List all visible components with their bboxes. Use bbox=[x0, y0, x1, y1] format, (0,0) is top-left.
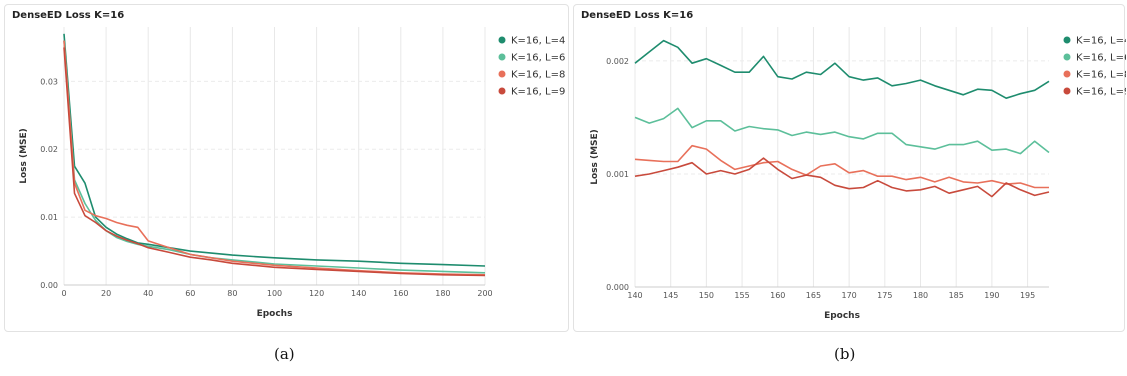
chart-panel-b: DenseED Loss K=16 140 145 150 155 160 165 170 1… bbox=[573, 4, 1126, 332]
legend-label: K=16, L=8 bbox=[511, 70, 565, 81]
legend-marker bbox=[498, 70, 506, 78]
legend-label: K=16, L=8 bbox=[1076, 70, 1126, 81]
series-line bbox=[634, 107, 1050, 155]
x-tick-label: 180 bbox=[435, 289, 450, 298]
series-line bbox=[634, 157, 1050, 198]
figure-caption-b: (b) bbox=[834, 345, 856, 363]
chart-title: DenseED Loss K=16 bbox=[12, 10, 125, 21]
x-tick-label: 160 bbox=[393, 289, 408, 298]
x-tick-label: 175 bbox=[877, 291, 892, 300]
series-line bbox=[63, 47, 486, 277]
y-tick-label: 0.001 bbox=[606, 170, 629, 179]
chart-title: DenseED Loss K=16 bbox=[581, 10, 694, 21]
y-tick-label: 0.01 bbox=[40, 213, 58, 222]
y-tick-label: 0.000 bbox=[606, 283, 629, 292]
series-line bbox=[63, 40, 486, 274]
series-line bbox=[63, 40, 486, 276]
x-tick-label: 185 bbox=[949, 291, 964, 300]
series-line bbox=[63, 33, 486, 267]
x-tick-label: 0 bbox=[61, 289, 66, 298]
x-tick-label: 20 bbox=[101, 289, 111, 298]
x-tick-label: 60 bbox=[185, 289, 195, 298]
x-tick-label: 80 bbox=[227, 289, 237, 298]
x-tick-label: 165 bbox=[806, 291, 821, 300]
x-tick-label: 160 bbox=[770, 291, 785, 300]
legend-label: K=16, L=6 bbox=[511, 53, 565, 64]
x-tick-label: 195 bbox=[1020, 291, 1035, 300]
x-tick-label: 150 bbox=[699, 291, 714, 300]
legend-label: K=16, L=9 bbox=[511, 87, 565, 98]
y-tick-label: 0.00 bbox=[40, 281, 58, 290]
y-tick-label: 0.03 bbox=[40, 77, 58, 86]
legend-marker bbox=[498, 36, 506, 44]
line-chart-a: 0 20 40 60 80 100 120 140 160 180 200 0.00 0.01 0.02 0… bbox=[19, 27, 565, 319]
legend-marker bbox=[498, 87, 506, 95]
legend-label: K=16, L=4 bbox=[1076, 36, 1126, 47]
x-axis-title: Epochs bbox=[824, 311, 860, 321]
legend-marker bbox=[1063, 70, 1071, 78]
x-tick-label: 200 bbox=[477, 289, 492, 298]
legend-marker bbox=[498, 53, 506, 61]
line-chart-b: 140 145 150 155 160 165 170 175 180 185 190 195 0.00… bbox=[590, 27, 1126, 321]
x-tick-label: 145 bbox=[663, 291, 678, 300]
x-tick-label: 180 bbox=[913, 291, 928, 300]
x-tick-label: 40 bbox=[143, 289, 153, 298]
x-tick-label: 190 bbox=[984, 291, 999, 300]
legend-label: K=16, L=6 bbox=[1076, 53, 1126, 64]
x-axis-title: Epochs bbox=[257, 309, 293, 319]
x-tick-label: 155 bbox=[734, 291, 749, 300]
x-tick-label: 140 bbox=[351, 289, 366, 298]
legend-label: K=16, L=4 bbox=[511, 36, 565, 47]
legend-label: K=16, L=9 bbox=[1076, 87, 1126, 98]
y-axis-title: Loss (MSE) bbox=[590, 129, 600, 185]
legend-marker bbox=[1063, 53, 1071, 61]
y-tick-label: 0.02 bbox=[40, 145, 58, 154]
figure-caption-a: (a) bbox=[274, 345, 295, 363]
y-tick-label: 0.002 bbox=[606, 57, 629, 66]
x-tick-label: 100 bbox=[267, 289, 282, 298]
x-tick-label: 140 bbox=[627, 291, 642, 300]
legend-marker bbox=[1063, 87, 1071, 95]
x-tick-label: 170 bbox=[841, 291, 856, 300]
y-axis-title: Loss (MSE) bbox=[19, 128, 29, 184]
x-tick-label: 120 bbox=[309, 289, 324, 298]
chart-panel-a: DenseED Loss K=16 0 20 40 60 80 100 120 140 160 1… bbox=[4, 4, 569, 332]
series-line bbox=[634, 144, 1049, 189]
series-line bbox=[634, 39, 1050, 99]
legend-marker bbox=[1063, 36, 1071, 44]
